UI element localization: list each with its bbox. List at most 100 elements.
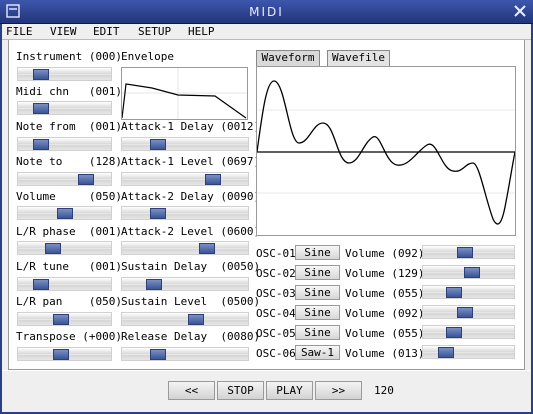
menu-edit[interactable]: EDIT <box>93 25 120 38</box>
slider-knob[interactable] <box>457 307 473 318</box>
instrument-label: Instrument (000) <box>16 50 122 63</box>
slider-knob[interactable] <box>146 279 162 290</box>
osc-volume-slider[interactable] <box>422 285 515 299</box>
slider-knob[interactable] <box>150 208 166 219</box>
slider-knob[interactable] <box>457 247 473 258</box>
attack1-level-slider[interactable] <box>121 172 249 186</box>
osc-label: OSC-01 <box>256 247 296 260</box>
sustain-delay-label: Sustain Delay (0050) <box>121 260 261 273</box>
slider-knob[interactable] <box>33 139 49 150</box>
waveform-curve <box>256 80 516 225</box>
menu-help[interactable]: HELP <box>188 25 215 38</box>
osc-wave-button[interactable]: Saw-1 <box>295 345 340 360</box>
attack1-level-label: Attack-1 Level (0697) <box>121 155 261 168</box>
slider-knob[interactable] <box>33 279 49 290</box>
osc-volume-label: Volume (055) <box>345 327 425 340</box>
window-title: MIDI <box>249 5 284 19</box>
tab-waveform[interactable]: Waveform <box>256 50 320 66</box>
osc-volume-slider[interactable] <box>422 305 515 319</box>
next-button[interactable]: >> <box>315 381 362 400</box>
menu-setup[interactable]: SETUP <box>138 25 172 38</box>
slider-knob[interactable] <box>45 243 61 254</box>
note-from-slider[interactable] <box>17 137 112 151</box>
controls-area: Instrument (000) Midi chn (001) Note fro… <box>8 40 525 370</box>
title-bar: MIDI <box>0 0 533 24</box>
slider-knob[interactable] <box>150 349 166 360</box>
sustain-level-label: Sustain Level (0500) <box>121 295 261 308</box>
slider-knob[interactable] <box>464 267 480 278</box>
attack2-level-label: Attack-2 Level (0600) <box>121 225 261 238</box>
midi-channel-label: Midi chn (001) <box>16 85 122 98</box>
note-from-label: Note from (001) <box>16 120 122 133</box>
release-delay-label: Release Delay (0080) <box>121 330 261 343</box>
osc-volume-label: Volume (055) <box>345 287 425 300</box>
osc-volume-label: Volume (092) <box>345 307 425 320</box>
osc-volume-label: Volume (092) <box>345 247 425 260</box>
transpose-slider[interactable] <box>17 347 112 361</box>
slider-knob[interactable] <box>446 287 462 298</box>
stop-button[interactable]: STOP <box>217 381 264 400</box>
envelope-graph <box>121 67 248 120</box>
attack2-delay-label: Attack-2 Delay (0090) <box>121 190 261 203</box>
osc-volume-slider[interactable] <box>422 245 515 259</box>
main-panel: Instrument (000) Midi chn (001) Note fro… <box>2 40 531 412</box>
close-icon[interactable] <box>512 4 528 20</box>
envelope-curve <box>121 68 247 119</box>
menu-bar: FILE VIEW EDIT SETUP HELP <box>2 24 531 40</box>
attack1-delay-slider[interactable] <box>121 137 249 151</box>
osc-label: OSC-02 <box>256 267 296 280</box>
note-to-slider[interactable] <box>17 172 112 186</box>
osc-volume-slider[interactable] <box>422 325 515 339</box>
osc-label: OSC-04 <box>256 307 296 320</box>
attack2-delay-slider[interactable] <box>121 206 249 220</box>
slider-knob[interactable] <box>78 174 94 185</box>
osc-wave-button[interactable]: Sine <box>295 245 340 260</box>
sustain-delay-slider[interactable] <box>121 277 249 291</box>
slider-knob[interactable] <box>446 327 462 338</box>
slider-knob[interactable] <box>53 349 69 360</box>
osc-label: OSC-06 <box>256 347 296 360</box>
note-to-label: Note to (128) <box>16 155 122 168</box>
osc-wave-button[interactable]: Sine <box>295 325 340 340</box>
window-menu-icon[interactable] <box>5 4 21 20</box>
slider-knob[interactable] <box>150 139 166 150</box>
slider-knob[interactable] <box>33 103 49 114</box>
osc-wave-button[interactable]: Sine <box>295 265 340 280</box>
tab-wavefile[interactable]: Wavefile <box>327 50 390 66</box>
osc-volume-slider[interactable] <box>422 345 515 359</box>
instrument-slider[interactable] <box>17 67 112 81</box>
osc-label: OSC-03 <box>256 287 296 300</box>
lr-phase-label: L/R phase (001) <box>16 225 122 238</box>
slider-knob[interactable] <box>53 314 69 325</box>
slider-knob[interactable] <box>57 208 73 219</box>
menu-view[interactable]: VIEW <box>50 25 77 38</box>
osc-volume-label: Volume (129) <box>345 267 425 280</box>
lr-pan-slider[interactable] <box>17 312 112 326</box>
osc-wave-button[interactable]: Sine <box>295 285 340 300</box>
release-delay-slider[interactable] <box>121 347 249 361</box>
slider-knob[interactable] <box>205 174 221 185</box>
slider-knob[interactable] <box>33 69 49 80</box>
volume-slider[interactable] <box>17 206 112 220</box>
lr-tune-label: L/R tune (001) <box>16 260 122 273</box>
waveform-graph <box>256 66 516 236</box>
osc-volume-slider[interactable] <box>422 265 515 279</box>
slider-knob[interactable] <box>188 314 204 325</box>
lr-tune-slider[interactable] <box>17 277 112 291</box>
previous-button[interactable]: << <box>168 381 215 400</box>
lr-phase-slider[interactable] <box>17 241 112 255</box>
menu-file[interactable]: FILE <box>6 25 33 38</box>
midi-channel-slider[interactable] <box>17 101 112 115</box>
slider-knob[interactable] <box>438 347 454 358</box>
play-button[interactable]: PLAY <box>266 381 313 400</box>
lr-pan-label: L/R pan (050) <box>16 295 122 308</box>
osc-volume-label: Volume (013) <box>345 347 425 360</box>
attack2-level-slider[interactable] <box>121 241 249 255</box>
attack1-delay-label: Attack-1 Delay (0012) <box>121 120 261 133</box>
slider-knob[interactable] <box>199 243 215 254</box>
envelope-title: Envelope <box>121 50 174 63</box>
osc-wave-button[interactable]: Sine <box>295 305 340 320</box>
osc-label: OSC-05 <box>256 327 296 340</box>
sustain-level-slider[interactable] <box>121 312 249 326</box>
